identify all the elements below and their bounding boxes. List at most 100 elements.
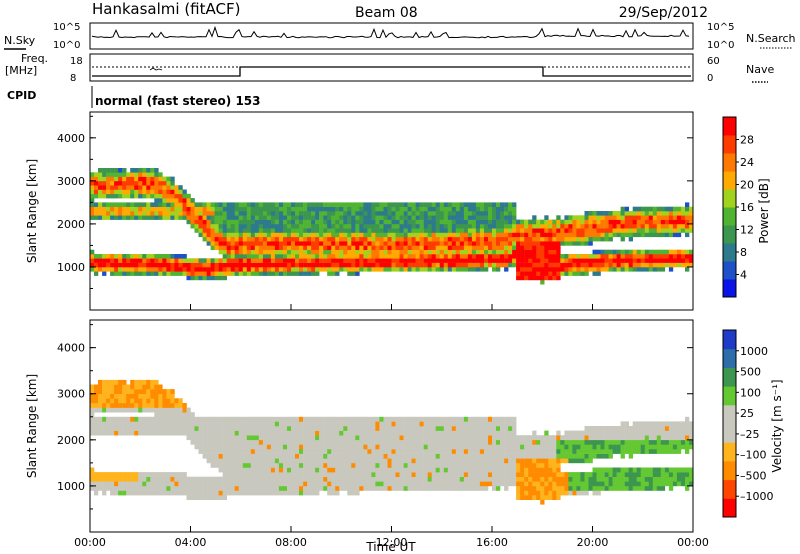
power-cell <box>351 206 356 212</box>
velocity-cell <box>278 462 284 468</box>
power-cell <box>319 258 324 263</box>
velocity-cell <box>652 476 658 482</box>
velocity-cell <box>419 462 424 468</box>
velocity-cell <box>150 430 155 436</box>
velocity-cell <box>387 467 392 473</box>
power-cell <box>90 176 95 182</box>
power-cell <box>198 267 203 272</box>
velocity-cell <box>612 426 617 431</box>
velocity-cell <box>202 481 207 487</box>
power-cell <box>226 267 231 272</box>
power-cell <box>375 249 380 255</box>
velocity-cell <box>680 472 686 477</box>
velocity-cell <box>218 430 223 436</box>
velocity-cell <box>427 472 432 477</box>
power-cell <box>222 267 227 272</box>
velocity-cell <box>443 458 449 464</box>
power-cell <box>500 249 505 255</box>
velocity-cell <box>291 426 296 431</box>
power-cell <box>479 215 485 220</box>
power-cell <box>512 249 517 255</box>
power-cell <box>126 271 131 276</box>
velocity-cell <box>419 449 424 454</box>
velocity-cell <box>439 421 444 427</box>
power-cell <box>134 258 139 263</box>
power-cell <box>685 249 690 255</box>
velocity-cell <box>134 476 139 482</box>
velocity-cell <box>90 481 95 487</box>
velocity-cell <box>90 384 95 390</box>
power-cell <box>508 241 513 246</box>
velocity-cell <box>628 439 633 445</box>
velocity-cell <box>435 426 440 431</box>
power-cell <box>142 180 147 186</box>
velocity-cell <box>319 472 324 477</box>
velocity-cell <box>668 467 674 473</box>
velocity-cell <box>379 449 384 454</box>
velocity-cell <box>572 481 577 487</box>
power-cell <box>552 254 557 259</box>
velocity-cell <box>479 439 485 445</box>
power-cell <box>632 254 637 259</box>
power-cell <box>379 249 384 255</box>
velocity-cell <box>528 495 533 500</box>
velocity-cell <box>146 407 151 413</box>
velocity-cell <box>118 407 123 413</box>
power-cell <box>536 262 541 268</box>
power-cell <box>266 202 272 207</box>
velocity-cell <box>399 444 404 450</box>
y-tick-label: 4000 <box>57 342 85 355</box>
power-cell <box>347 258 352 263</box>
power-cell <box>431 245 436 250</box>
power-cell <box>596 228 601 233</box>
power-cell <box>206 219 211 225</box>
power-cell <box>624 267 629 272</box>
velocity-cell <box>118 476 123 482</box>
velocity-cell <box>174 485 179 491</box>
power-cell <box>492 236 497 242</box>
power-cell <box>331 228 336 233</box>
power-cell <box>254 228 260 233</box>
power-cell <box>648 215 654 220</box>
velocity-cell <box>178 416 183 422</box>
velocity-cell <box>371 453 376 459</box>
velocity-cell <box>648 467 654 473</box>
power-cell <box>524 267 529 272</box>
power-cell <box>250 258 256 263</box>
velocity-cell <box>291 458 296 464</box>
power-cell <box>102 211 107 216</box>
velocity-cell <box>194 421 199 427</box>
power-cell <box>142 176 147 182</box>
power-cell <box>327 241 332 246</box>
velocity-cell <box>540 444 545 450</box>
velocity-cell <box>303 462 308 468</box>
power-cell <box>98 211 103 216</box>
velocity-cell <box>182 412 187 418</box>
velocity-cell <box>484 458 489 464</box>
power-cell <box>246 271 252 276</box>
power-cell <box>110 215 115 220</box>
power-cell <box>303 262 308 268</box>
power-cell <box>230 258 235 263</box>
velocity-cell <box>488 416 493 422</box>
power-cell <box>355 267 360 272</box>
power-cell <box>564 232 569 238</box>
power-cell <box>504 262 509 268</box>
velocity-cell <box>166 403 171 408</box>
velocity-cell <box>427 458 432 464</box>
power-cell <box>435 236 440 242</box>
power-cell <box>295 232 300 238</box>
power-cell <box>242 262 248 268</box>
colorbar-tick-label: 25 <box>740 407 754 420</box>
velocity-cell <box>644 476 650 482</box>
velocity-cell <box>375 481 380 487</box>
velocity-cell <box>162 430 167 436</box>
velocity-cell <box>311 421 316 427</box>
power-cell <box>648 262 654 268</box>
power-cell <box>668 215 674 220</box>
velocity-cell <box>496 426 501 431</box>
power-cell <box>170 180 175 186</box>
power-cell <box>114 180 119 186</box>
power-cell <box>447 202 453 207</box>
power-cell <box>672 258 678 263</box>
